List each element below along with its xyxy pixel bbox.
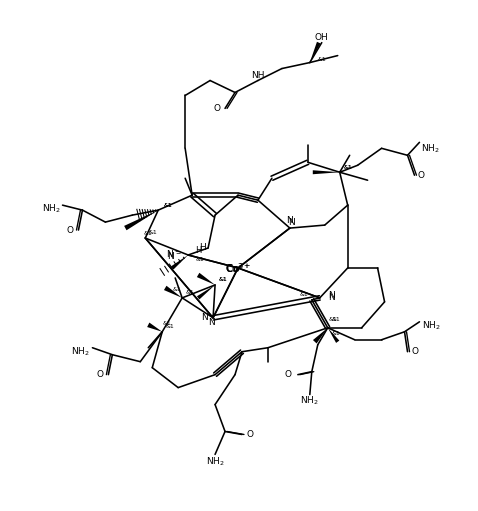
Text: N: N: [208, 318, 215, 328]
Text: N$^-$: N$^-$: [166, 247, 181, 259]
Polygon shape: [197, 273, 215, 285]
Polygon shape: [313, 170, 340, 174]
Polygon shape: [310, 42, 321, 62]
Text: N: N: [288, 218, 295, 226]
Text: &1: &1: [163, 321, 172, 327]
Text: &1: &1: [186, 290, 195, 295]
Text: NH$_2$: NH$_2$: [301, 394, 319, 407]
Text: H: H: [199, 243, 206, 251]
Text: &1: &1: [331, 317, 340, 322]
Text: &1: &1: [331, 331, 340, 336]
Text: Co$^{3+}$: Co$^{3+}$: [225, 261, 250, 275]
Text: &1: &1: [299, 292, 308, 297]
Polygon shape: [124, 210, 158, 230]
Text: N: N: [328, 291, 335, 300]
Polygon shape: [171, 255, 188, 269]
Text: &1: &1: [144, 230, 152, 236]
Text: NH$_2$: NH$_2$: [206, 455, 224, 468]
Text: O: O: [412, 347, 419, 356]
Text: &1: &1: [328, 317, 337, 322]
Text: &1: &1: [164, 203, 173, 207]
Text: OH: OH: [315, 33, 329, 42]
Polygon shape: [147, 322, 162, 332]
Polygon shape: [313, 328, 328, 343]
Text: &1: &1: [196, 258, 205, 263]
Text: &1: &1: [218, 277, 228, 283]
Text: &1: &1: [173, 287, 182, 292]
Text: Co$^{3+}$: Co$^{3+}$: [225, 261, 251, 275]
Text: N: N: [328, 293, 335, 303]
Polygon shape: [164, 286, 182, 298]
Polygon shape: [328, 328, 339, 343]
Text: &1: &1: [317, 57, 326, 62]
Text: N: N: [286, 216, 293, 225]
Text: O: O: [214, 104, 220, 113]
Text: NH: NH: [251, 71, 265, 80]
Text: O: O: [67, 225, 74, 235]
Text: O: O: [247, 430, 253, 439]
Text: NH$_2$: NH$_2$: [42, 203, 61, 215]
Text: &1: &1: [343, 165, 352, 170]
Text: &1: &1: [164, 203, 173, 207]
Text: NH$_2$: NH$_2$: [71, 345, 89, 358]
Text: N$^-$: N$^-$: [167, 249, 182, 261]
Text: &1: &1: [218, 277, 228, 283]
Text: &1: &1: [343, 165, 352, 170]
Polygon shape: [197, 285, 215, 299]
Text: O: O: [284, 370, 292, 379]
Text: NH$_2$: NH$_2$: [423, 319, 441, 332]
Text: O: O: [418, 171, 425, 180]
Text: &1: &1: [149, 229, 158, 235]
Text: H: H: [195, 245, 201, 254]
Text: NH$_2$: NH$_2$: [422, 142, 440, 154]
Text: &1: &1: [166, 324, 174, 329]
Text: O: O: [97, 370, 104, 379]
Text: N: N: [201, 313, 208, 322]
